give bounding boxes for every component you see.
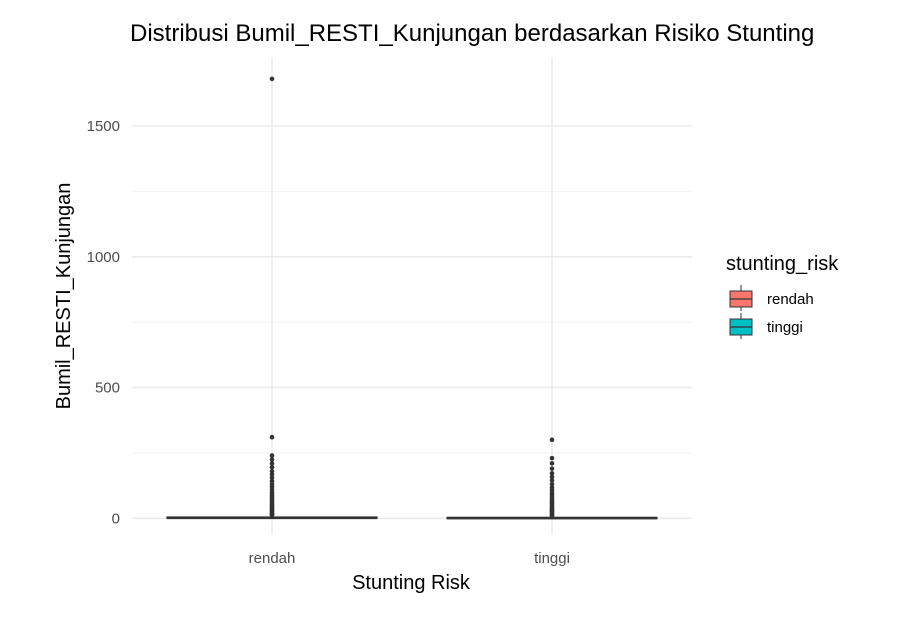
- outlier-point: [269, 512, 275, 518]
- outlier-point: [269, 457, 275, 462]
- outlier-point: [269, 461, 275, 466]
- legend-label: tinggi: [767, 319, 803, 336]
- y-tick-labels: 0 500 1000 1500: [87, 118, 120, 527]
- x-tick-labels: rendah tinggi: [249, 550, 570, 567]
- y-tick-label: 0: [112, 510, 120, 527]
- x-axis-title: Stunting Risk: [352, 572, 471, 594]
- legend-label: rendah: [767, 291, 814, 308]
- grid-layer: [132, 58, 692, 534]
- outlier-point: [269, 472, 275, 477]
- outlier-point: [549, 466, 555, 471]
- legend-title: stunting_risk: [726, 253, 839, 275]
- y-tick-label: 500: [95, 380, 120, 397]
- outlier-point: [269, 76, 275, 82]
- outlier-point: [549, 455, 555, 461]
- outlier-point: [269, 434, 275, 440]
- x-tick-label: tinggi: [534, 550, 570, 567]
- outlier-point: [549, 437, 555, 443]
- outlier-point: [549, 478, 555, 483]
- outlier-point: [269, 465, 275, 470]
- x-tick-label: rendah: [249, 550, 296, 567]
- y-axis-title: Bumil_RESTI_Kunjungan: [53, 183, 75, 410]
- outlier-point: [269, 453, 275, 458]
- outlier-point: [549, 471, 555, 476]
- legend-item-tinggi: tinggi: [729, 313, 803, 339]
- y-tick-label: 1000: [87, 249, 120, 266]
- legend-item-rendah: rendah: [729, 285, 814, 311]
- outlier-layer: [269, 76, 555, 519]
- y-tick-label: 1500: [87, 118, 120, 135]
- legend: stunting_risk rendah tinggi: [726, 253, 839, 339]
- outlier-point: [269, 475, 275, 481]
- legend-items: rendah tinggi: [729, 285, 814, 339]
- outlier-point: [549, 513, 555, 519]
- outlier-point: [549, 461, 555, 466]
- outlier-point: [549, 474, 555, 480]
- chart-title: Distribusi Bumil_RESTI_Kunjungan berdasa…: [130, 20, 814, 47]
